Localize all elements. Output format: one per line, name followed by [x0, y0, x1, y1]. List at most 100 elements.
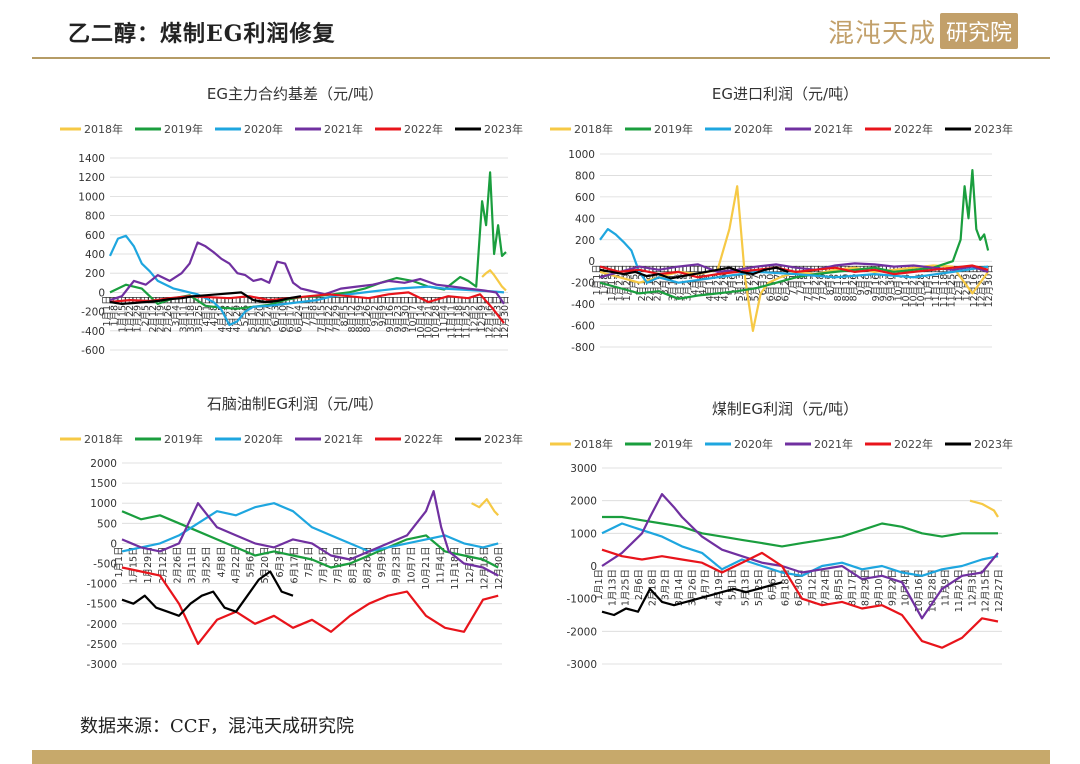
x-tick-label: 9月10日 — [874, 569, 885, 606]
x-tick-label: 10月7日 — [894, 264, 905, 301]
legend-label: 2023年 — [484, 122, 523, 136]
x-tick-label: 12月9日 — [477, 295, 488, 332]
y-tick-label: 800 — [575, 170, 595, 182]
legend-label: 2021年 — [324, 122, 363, 136]
y-tick-label: -3000 — [566, 659, 597, 671]
y-tick-label: 500 — [97, 518, 117, 530]
x-tick-label: 8月12日 — [347, 295, 358, 332]
x-tick-label: 1月8日 — [110, 295, 121, 326]
x-tick-label: 9月2日 — [856, 264, 867, 295]
legend-label: 2019年 — [654, 122, 693, 136]
legend-label: 2023年 — [974, 437, 1013, 451]
chart-naphtha-profit: 石脑油制EG利润（元/吨） 2018年 2019年 2020年 2021年 2022年 20… — [60, 395, 523, 671]
x-tick-label: 7月12日 — [807, 569, 818, 606]
series-line — [601, 522, 999, 577]
x-tick-label: 5月1日 — [727, 569, 738, 600]
x-tick-label: 12月15日 — [981, 569, 992, 612]
x-tick-label: 4月1日 — [202, 295, 213, 326]
x-tick-label: 5月13日 — [247, 295, 258, 332]
y-tick-label: 0 — [110, 538, 117, 550]
y-tick-label: -400 — [571, 299, 595, 311]
x-tick-label: 3月18日 — [186, 295, 197, 332]
legend-label: 2018年 — [574, 437, 613, 451]
legend-label: 2022年 — [894, 122, 933, 136]
x-tick-label: 12月23日 — [976, 264, 987, 307]
legend-label: 2019年 — [654, 437, 693, 451]
x-tick-label: 2月5日 — [140, 295, 151, 326]
x-tick-label: 11月18日 — [939, 264, 950, 307]
y-tick-label: 1200 — [78, 172, 105, 184]
x-tick-label: 5月20日 — [743, 264, 754, 301]
x-tick-label: 9月9日 — [863, 264, 874, 295]
x-tick-label: 10月21日 — [909, 264, 920, 307]
chart-title: 煤制EG利润（元/吨） — [712, 400, 858, 418]
x-tick-label: 9月30日 — [886, 264, 897, 301]
y-tick-label: -200 — [81, 307, 105, 319]
legend-label: 2020年 — [244, 432, 283, 446]
x-tick-label: 8月17日 — [847, 569, 858, 606]
y-tick-label: 2000 — [90, 458, 117, 470]
x-tick-label: 7月15日 — [803, 264, 814, 301]
x-tick-label: 12月27日 — [994, 569, 1005, 612]
series-line — [601, 548, 999, 649]
x-tick-label: 4月29日 — [232, 295, 243, 332]
x-tick-label: 11月9日 — [941, 569, 952, 606]
y-tick-label: 2000 — [570, 496, 597, 508]
y-tick-label: 600 — [575, 192, 595, 204]
chart-import-profit: EG进口利润（元/吨） 2018年 2019年 2020年 2021年 2022年 2023… — [550, 85, 1013, 354]
x-tick-label: 2月18日 — [647, 569, 658, 606]
x-tick-label: 12月16日 — [969, 264, 980, 307]
x-tick-label: 4月15日 — [705, 264, 716, 301]
x-tick-label: 2月6日 — [634, 569, 645, 600]
x-tick-label: 12月30日 — [984, 264, 995, 307]
y-tick-label: 0 — [588, 256, 595, 268]
x-tick-label: 6月17日 — [286, 295, 297, 332]
x-tick-label: 6月24日 — [293, 295, 304, 332]
footer-bar — [32, 750, 1050, 764]
x-tick-label: 8月5日 — [834, 569, 845, 600]
y-tick-label: -1000 — [86, 579, 117, 591]
x-tick-label: 12月2日 — [469, 295, 480, 332]
y-tick-label: 600 — [85, 230, 105, 242]
x-tick-label: 12月23日 — [492, 295, 503, 338]
legend-label: 2021年 — [814, 437, 853, 451]
x-tick-label: 10月7日 — [406, 546, 417, 583]
x-tick-label: 2月5日 — [630, 264, 641, 295]
y-tick-label: -2000 — [566, 626, 597, 638]
x-tick-label: 7月29日 — [332, 295, 343, 332]
y-tick-label: 0 — [98, 287, 105, 299]
x-tick-label: 6月30日 — [794, 569, 805, 606]
x-tick-label: 1月22日 — [125, 295, 136, 332]
x-tick-label: 8月5日 — [826, 264, 837, 295]
x-tick-label: 5月13日 — [741, 569, 752, 606]
logo-text: 混沌天成 — [828, 18, 937, 49]
x-tick-label: 11月21日 — [954, 569, 965, 612]
y-tick-label: -3000 — [86, 659, 117, 671]
logo: 混沌天成 研究院 — [828, 12, 1019, 50]
y-tick-label: 800 — [85, 211, 105, 223]
series-line — [109, 291, 302, 305]
y-tick-label: -400 — [81, 326, 105, 338]
legend-label: 2022年 — [404, 432, 443, 446]
legend-label: 2021年 — [814, 122, 853, 136]
x-tick-label: 4月22日 — [231, 546, 242, 583]
x-tick-label: 1月1日 — [594, 569, 605, 600]
x-tick-label: 1月1日 — [114, 546, 125, 577]
x-tick-label: 6月24日 — [780, 264, 791, 301]
x-tick-label: 7月1日 — [304, 546, 315, 577]
legend-label: 2022年 — [894, 437, 933, 451]
x-tick-label: 1月25日 — [621, 569, 632, 606]
x-tick-label: 9月30日 — [401, 295, 412, 332]
x-tick-label: 8月26日 — [362, 295, 373, 332]
series-line — [599, 185, 989, 332]
x-tick-label: 3月11日 — [179, 295, 190, 332]
x-tick-label: 3月4日 — [171, 295, 182, 326]
x-tick-label: 9月22日 — [887, 569, 898, 606]
x-tick-label: 7月22日 — [811, 264, 822, 301]
legend-label: 2022年 — [404, 122, 443, 136]
x-tick-label: 4月19日 — [714, 569, 725, 606]
x-tick-label: 4月8日 — [209, 295, 220, 326]
series-line — [121, 489, 499, 577]
x-tick-label: 12月30日 — [494, 546, 505, 589]
x-tick-label: 8月5日 — [339, 295, 350, 326]
